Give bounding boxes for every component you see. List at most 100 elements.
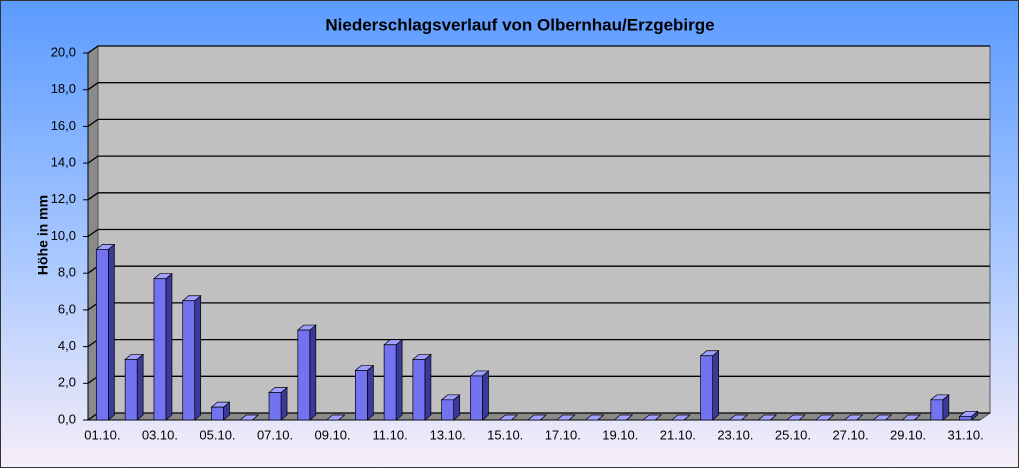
bar-top (239, 414, 260, 421)
bar-top (498, 414, 519, 421)
y-tick-label: 12,0 (51, 191, 76, 206)
grid-line (87, 82, 990, 91)
bar (786, 414, 806, 421)
bar (555, 414, 576, 421)
bar-side (482, 370, 489, 421)
bar-front (959, 415, 972, 421)
bar (383, 339, 404, 421)
bar-top (872, 414, 893, 421)
bar-front (355, 370, 368, 421)
bar-front (124, 359, 138, 421)
bar-front (930, 399, 944, 421)
bar (642, 414, 663, 421)
x-tick-label: 29.10. (890, 427, 926, 442)
grid-line (87, 45, 990, 54)
bar-top (642, 414, 663, 421)
bar (527, 414, 547, 421)
bar-side (136, 353, 144, 421)
bar-top (814, 414, 835, 421)
bar-front (268, 392, 282, 421)
bar-top (901, 414, 922, 421)
bar-side (424, 353, 432, 421)
y-tick-label: 18,0 (51, 81, 76, 96)
x-tick-label: 17.10. (545, 427, 581, 442)
bar (872, 414, 893, 421)
x-tick-label: 23.10. (717, 427, 753, 442)
bar (469, 370, 490, 421)
bar-front (211, 406, 224, 421)
bar (354, 364, 375, 421)
grid-line (87, 228, 990, 238)
x-tick-label: 07.10. (257, 427, 293, 442)
bar-top (786, 414, 806, 421)
bar-top (527, 414, 547, 421)
bar (728, 414, 749, 421)
bar-side (165, 272, 173, 421)
bar-side (194, 294, 202, 421)
bar-front (383, 344, 397, 421)
x-tick-label: 21.10. (660, 427, 696, 442)
bar-front (412, 359, 426, 421)
bar-side (280, 386, 288, 421)
y-tick-label: 8,0 (58, 265, 76, 280)
bar-side (367, 364, 374, 421)
y-tick-label: 20,0 (51, 44, 76, 59)
bar-front (700, 355, 713, 421)
bar (498, 414, 519, 421)
bar-front (153, 278, 167, 421)
bar (268, 386, 288, 421)
bar-top (555, 414, 576, 421)
x-tick-label: 13.10. (430, 427, 466, 442)
bar-top (757, 414, 778, 421)
x-tick-label: 15.10. (487, 427, 523, 442)
bar-side (309, 324, 317, 421)
x-tick-label: 27.10. (832, 427, 868, 442)
x-tick-label: 11.10. (373, 427, 408, 442)
x-tick-label: 01.10. (84, 427, 120, 442)
bar-front (96, 248, 109, 421)
x-tick-label: 19.10. (602, 427, 638, 442)
x-tick-label: 09.10. (315, 427, 351, 442)
y-tick-label: 16,0 (51, 118, 76, 133)
x-tick-label: 25.10. (775, 427, 811, 442)
bar (124, 353, 145, 421)
y-tick-label: 4,0 (58, 338, 76, 353)
bar-side (712, 350, 719, 421)
y-tick-label: 0,0 (58, 411, 76, 426)
bar (95, 243, 116, 421)
bar-top (670, 414, 691, 421)
bar (152, 272, 173, 421)
bar (670, 414, 691, 421)
bar-front (441, 399, 455, 421)
bar (843, 414, 864, 421)
bar (239, 414, 260, 421)
bar-top (613, 414, 634, 421)
grid-line (87, 192, 990, 201)
y-tick-label: 14,0 (51, 155, 76, 170)
bar (584, 414, 605, 421)
bar (814, 414, 835, 421)
bar (296, 324, 317, 421)
grid-line (87, 118, 990, 127)
bar-top (843, 414, 864, 421)
bar-top (325, 414, 346, 421)
bar (613, 414, 634, 421)
y-tick-label: 6,0 (58, 301, 76, 316)
chart-title: Niederschlagsverlauf von Olbernhau/Erzge… (325, 15, 714, 34)
bar (440, 394, 461, 421)
bar (929, 394, 950, 421)
bar (325, 414, 346, 421)
bar-front (297, 329, 311, 421)
bar-side (108, 243, 115, 421)
y-axis-label: Höhe in mm (35, 195, 51, 275)
y-tick-label: 2,0 (58, 375, 76, 390)
bar-top (728, 414, 749, 421)
bar-front (182, 300, 196, 421)
bar (210, 401, 231, 421)
bar (181, 294, 202, 421)
x-tick-label: 31.10. (948, 427, 984, 442)
bar-front (470, 375, 483, 421)
x-tick-label: 05.10. (199, 427, 235, 442)
bar (411, 353, 432, 421)
